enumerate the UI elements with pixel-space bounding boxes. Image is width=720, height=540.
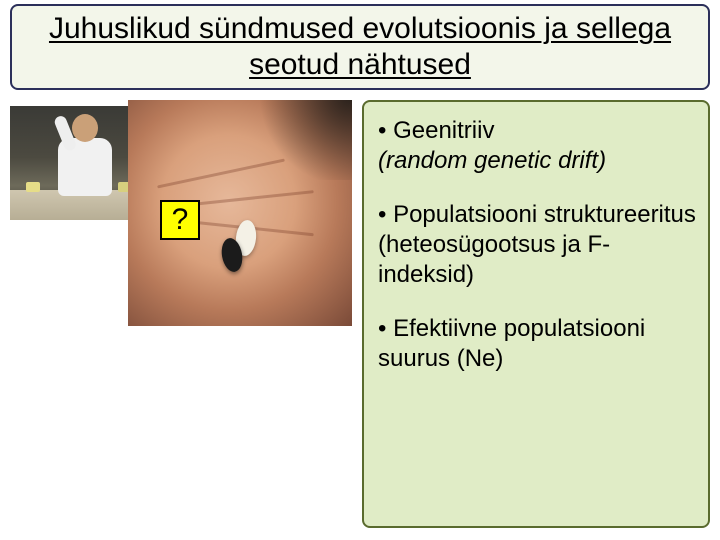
- bullet-2-label: Populatsiooni struktureeritus: [393, 201, 696, 228]
- bullet-1-sub: (random genetic drift): [378, 147, 606, 174]
- bullet-3-prefix: •: [378, 315, 393, 342]
- content-box: • Geenitriiv (random genetic drift) • Po…: [362, 100, 710, 528]
- bullet-2-sub: (heteosügootsus ja F-indeksid): [378, 231, 610, 288]
- bullet-1-prefix: •: [378, 117, 393, 144]
- question-mark-text: ?: [172, 203, 189, 237]
- slide-title: Juhuslikud sündmused evolutsioonis ja se…: [24, 11, 696, 83]
- bullet-1: • Geenitriiv (random genetic drift): [378, 116, 696, 176]
- slide: Juhuslikud sündmused evolutsioonis ja se…: [0, 0, 720, 540]
- bullet-2: • Populatsiooni struktureeritus (heteosü…: [378, 200, 696, 290]
- bullet-3-label: Efektiivne populatsiooni suurus (Ne): [378, 315, 645, 372]
- bullet-2-prefix: •: [378, 201, 393, 228]
- question-marker: ?: [160, 200, 200, 240]
- title-box: Juhuslikud sündmused evolutsioonis ja se…: [10, 4, 710, 90]
- bullet-1-label: Geenitriiv: [393, 117, 494, 144]
- dark-corner: [252, 100, 352, 180]
- image-area: ?: [10, 100, 352, 326]
- cup-left: [26, 182, 40, 192]
- bullet-3: • Efektiivne populatsiooni suurus (Ne): [378, 314, 696, 374]
- head: [72, 114, 98, 142]
